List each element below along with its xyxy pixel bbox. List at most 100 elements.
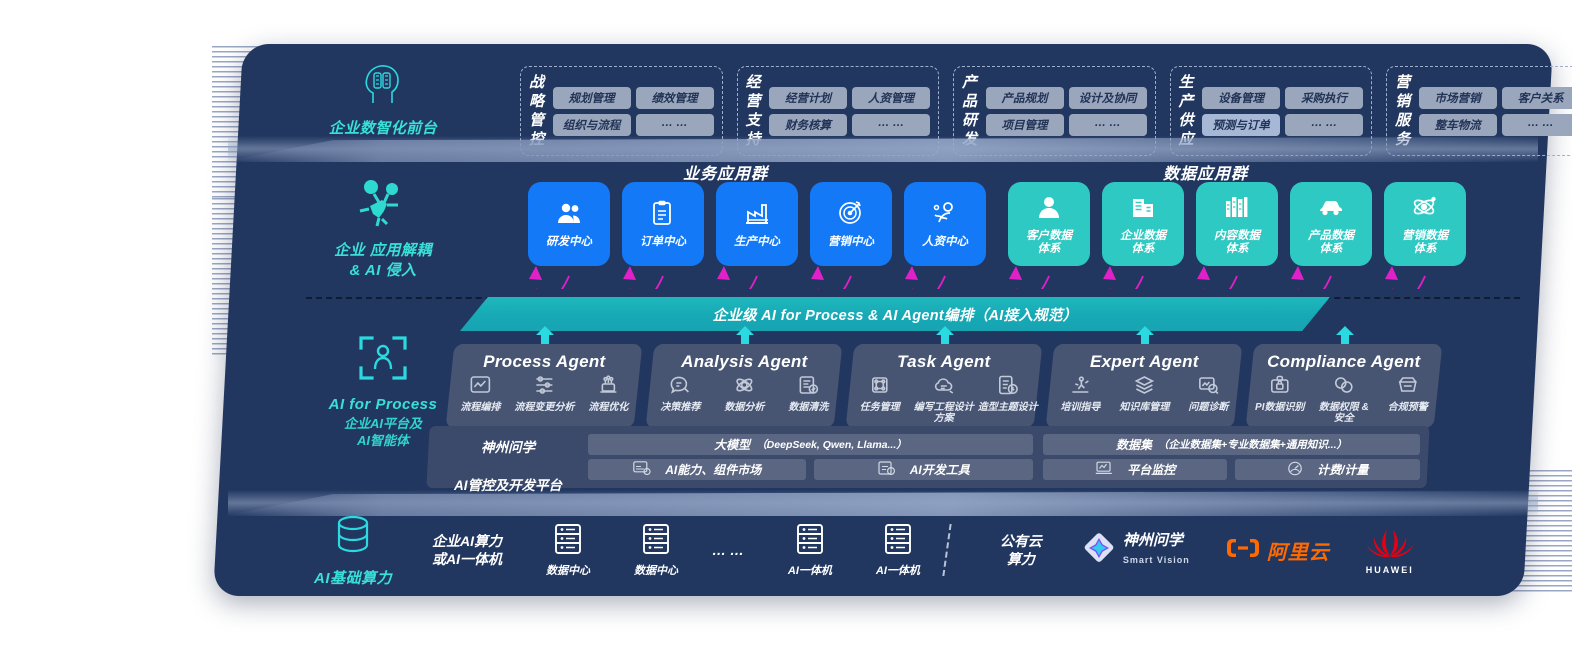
dev-tools-icon bbox=[878, 461, 896, 478]
app-card[interactable]: 营销数据 体系 bbox=[1384, 182, 1466, 266]
sliders-icon bbox=[533, 374, 555, 401]
data-clean-icon bbox=[797, 374, 819, 401]
agent-feature[interactable]: 流程优化 bbox=[578, 374, 638, 413]
users-icon bbox=[555, 199, 583, 231]
front-domain-chip[interactable]: 项目管理 bbox=[985, 113, 1064, 136]
infra-item[interactable]: AI一体机 bbox=[876, 522, 920, 578]
front-domain-chip[interactable]: … … bbox=[1068, 113, 1147, 136]
agent-feature[interactable]: 培训指导 bbox=[1050, 374, 1110, 413]
infra-item[interactable]: 公有云 算力 bbox=[1000, 532, 1042, 568]
front-domain-chip[interactable]: … … bbox=[852, 113, 931, 136]
front-domain-chip[interactable]: 产品规划 bbox=[985, 86, 1064, 109]
app-card[interactable]: 研发中心 bbox=[528, 182, 610, 266]
agent-card[interactable]: Task Agent 任务管理 编写工程设计方案 造型主题设计 bbox=[845, 344, 1043, 428]
model-bar[interactable]: 大模型 （DeepSeek, Qwen, Llama...） bbox=[588, 434, 1033, 455]
front-domain-group[interactable]: 生产 供应 设备管理 采购执行 预测与订单… … bbox=[1169, 66, 1373, 156]
infra-divider bbox=[942, 524, 952, 576]
component-market-bar[interactable]: AI能力、组件市场 bbox=[588, 459, 807, 480]
monitor-bar[interactable]: 平台监控 bbox=[1042, 459, 1228, 480]
infra-item[interactable]: 数据中心 bbox=[634, 522, 678, 578]
front-domain-chip[interactable]: 预测与订单 bbox=[1202, 113, 1281, 136]
app-card[interactable]: 人资中心 bbox=[904, 182, 986, 266]
agent-title: Compliance Agent bbox=[1267, 352, 1421, 371]
layer-front: 企业数智化前台 战略 管控 规划管理 绩效管理 组织与流程… … 经营 支持 经营计划 人资… bbox=[228, 44, 1572, 162]
agent-feature[interactable]: 数据分析 bbox=[714, 374, 774, 413]
agent-feature[interactable]: 合规预警 bbox=[1378, 374, 1438, 424]
agent-card[interactable]: Process Agent 流程编排 流程变更分析 流程优化 bbox=[445, 344, 643, 428]
agent-feature[interactable]: 决策推荐 bbox=[650, 374, 710, 413]
agent-feature[interactable]: 数据清洗 bbox=[778, 374, 838, 413]
layer-apps-title-2: & AI 侵入 bbox=[349, 262, 417, 279]
app-card[interactable]: 企业数据 体系 bbox=[1102, 182, 1184, 266]
front-domain-chip[interactable]: 设计及协同 bbox=[1068, 86, 1147, 109]
front-domain-chip[interactable]: 财务核算 bbox=[769, 113, 848, 136]
app-card-label: 内容数据 体系 bbox=[1214, 229, 1260, 255]
front-domain-chip[interactable]: 绩效管理 bbox=[635, 86, 714, 109]
dataset-bar[interactable]: 数据集 （企业数据集+专业数据集+通用知识...） bbox=[1042, 434, 1420, 455]
front-domain-name: 产品 研发 bbox=[962, 74, 978, 148]
front-domain-chip[interactable]: … … bbox=[1501, 113, 1572, 136]
agent-feature-label: 问题诊断 bbox=[1188, 402, 1229, 413]
front-domain-group[interactable]: 营销 服务 市场营销 客户关系 整车物流… … bbox=[1386, 66, 1572, 156]
smartvision-logo[interactable]: 神州问学 Smart Vision bbox=[1082, 531, 1190, 570]
dataset-bar-label: 数据集 bbox=[1115, 438, 1152, 452]
front-domain-chip[interactable]: 规划管理 bbox=[552, 86, 631, 109]
agent-card[interactable]: Expert Agent 培训指导 知识库管理 问题诊断 bbox=[1045, 344, 1243, 428]
infra-item[interactable]: … … bbox=[712, 541, 744, 559]
front-domain-chip[interactable]: … … bbox=[1285, 113, 1364, 136]
front-domain-chip[interactable]: 采购执行 bbox=[1285, 86, 1364, 109]
task-node-icon bbox=[869, 374, 891, 401]
front-domain-chip[interactable]: 人资管理 bbox=[852, 86, 931, 109]
agent-title: Task Agent bbox=[897, 352, 991, 371]
layer-front-title: 企业数智化前台 bbox=[328, 120, 438, 137]
agent-feature[interactable]: 问题诊断 bbox=[1178, 374, 1238, 413]
agent-feature[interactable]: PI数据识别 bbox=[1250, 374, 1310, 424]
front-domain-chip[interactable]: 经营计划 bbox=[769, 86, 848, 109]
infra-item[interactable]: 数据中心 bbox=[546, 522, 590, 578]
infra-items: 企业AI算力 或AI一体机 数据中心 数据中心 … … AI一体机 AI一体机 公有云 算力… bbox=[398, 510, 1414, 590]
agent-feature-label: 编写工程设计方案 bbox=[913, 402, 974, 424]
infra-item-label: AI一体机 bbox=[787, 565, 832, 577]
cloud-write-icon bbox=[933, 374, 955, 401]
monitor-icon bbox=[1095, 461, 1113, 478]
building-icon bbox=[1129, 193, 1157, 225]
atom-icon bbox=[1411, 193, 1439, 225]
alibaba-cloud-logo[interactable]: 阿里云 bbox=[1226, 536, 1330, 565]
front-domains: 战略 管控 规划管理 绩效管理 组织与流程… … 经营 支持 经营计划 人资管理 财务核算… … bbox=[520, 66, 1572, 156]
front-domain-group[interactable]: 产品 研发 产品规划 设计及协同 项目管理… … bbox=[953, 66, 1156, 156]
front-domain-group[interactable]: 经营 支持 经营计划 人资管理 财务核算… … bbox=[736, 66, 940, 156]
app-card[interactable]: 客户数据 体系 bbox=[1008, 182, 1090, 266]
app-card[interactable]: 内容数据 体系 bbox=[1196, 182, 1278, 266]
front-domain-chip[interactable]: 市场营销 bbox=[1418, 86, 1497, 109]
front-domain-chip[interactable]: … … bbox=[635, 113, 714, 136]
agent-feature[interactable]: 流程编排 bbox=[450, 374, 510, 413]
agent-card[interactable]: Compliance Agent PI数据识别 数据权限 & 安全 合规预警 bbox=[1245, 344, 1443, 428]
agent-feature[interactable]: 造型主题设计 bbox=[978, 374, 1038, 424]
app-card-label: 研发中心 bbox=[546, 236, 592, 248]
infra-item[interactable]: 企业AI算力 或AI一体机 bbox=[432, 532, 502, 568]
front-domain-chip[interactable]: 设备管理 bbox=[1202, 86, 1281, 109]
model-bar-label: 大模型 bbox=[714, 438, 751, 452]
app-card[interactable]: 订单中心 bbox=[622, 182, 704, 266]
app-card[interactable]: 营销中心 bbox=[810, 182, 892, 266]
app-card[interactable]: 产品数据 体系 bbox=[1290, 182, 1372, 266]
app-card-label: 产品数据 体系 bbox=[1308, 229, 1354, 255]
agent-feature-label: 流程变更分析 bbox=[514, 402, 575, 413]
agent-feature[interactable]: 任务管理 bbox=[850, 374, 910, 424]
metering-bar[interactable]: 计费/计量 bbox=[1235, 459, 1420, 480]
front-domain-group[interactable]: 战略 管控 规划管理 绩效管理 组织与流程… … bbox=[520, 66, 723, 156]
agent-feature[interactable]: 流程变更分析 bbox=[514, 374, 574, 413]
front-domain-chip[interactable]: 客户关系 bbox=[1501, 86, 1572, 109]
huawei-logo[interactable]: HUAWEI bbox=[1366, 526, 1414, 575]
infra-item[interactable]: AI一体机 bbox=[788, 522, 832, 578]
app-card[interactable]: 生产中心 bbox=[716, 182, 798, 266]
database-stack-icon bbox=[258, 514, 448, 561]
dev-tools-bar[interactable]: AI开发工具 bbox=[814, 459, 1033, 480]
front-domain-chip[interactable]: 组织与流程 bbox=[552, 113, 631, 136]
design-check-icon bbox=[997, 374, 1019, 401]
agent-feature[interactable]: 数据权限 & 安全 bbox=[1314, 374, 1374, 424]
agent-card[interactable]: Analysis Agent 决策推荐 数据分析 数据清洗 bbox=[645, 344, 843, 428]
agent-feature[interactable]: 编写工程设计方案 bbox=[914, 374, 974, 424]
agent-feature[interactable]: 知识库管理 bbox=[1114, 374, 1174, 413]
front-domain-chip[interactable]: 整车物流 bbox=[1418, 113, 1497, 136]
